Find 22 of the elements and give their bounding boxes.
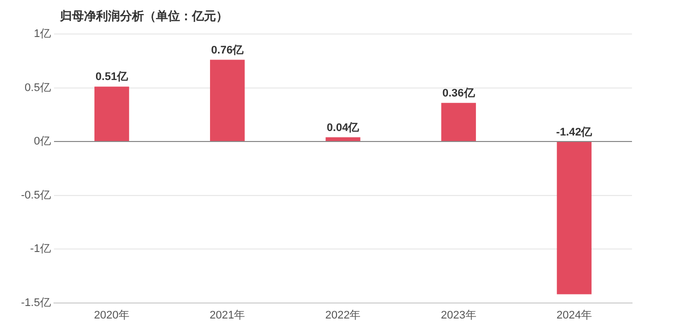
x-tick-label: 2023年	[440, 309, 476, 322]
data-label: 0.04亿	[326, 122, 360, 134]
data-label: 0.51亿	[96, 71, 129, 84]
chart-title: 归母净利润分析（单位：亿元）	[59, 8, 229, 24]
bar	[441, 102, 476, 142]
bar	[210, 60, 245, 142]
x-tick-label: 2024年	[556, 309, 592, 322]
x-tick-label: 2022年	[325, 309, 361, 322]
data-label: 0.36亿	[442, 87, 476, 100]
data-label: 0.76亿	[211, 44, 245, 56]
bar	[94, 86, 130, 142]
data-label: -1.42亿	[556, 126, 594, 139]
bar	[326, 137, 360, 142]
y-tick-label: 1亿	[34, 28, 51, 40]
y-tick-label: 0.5亿	[24, 82, 51, 94]
y-tick-label: 0亿	[34, 136, 51, 148]
bar	[556, 142, 592, 294]
y-tick-label: -0.5亿	[20, 189, 51, 202]
x-tick-label: 2020年	[94, 309, 130, 322]
x-tick-label: 2021年	[210, 309, 246, 322]
y-tick-label: -1亿	[30, 243, 51, 256]
y-tick-label: -1.5亿	[20, 296, 51, 309]
